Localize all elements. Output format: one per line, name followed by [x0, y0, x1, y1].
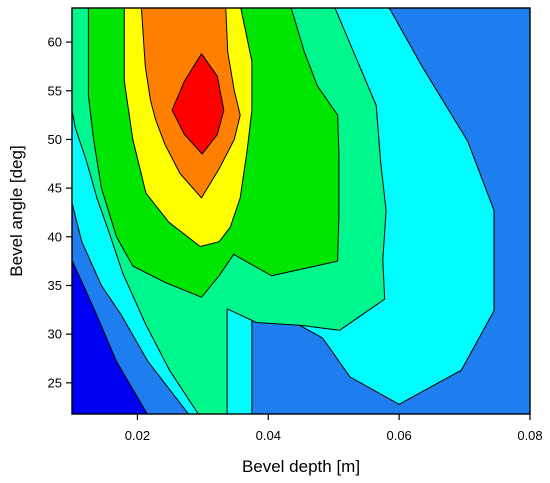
y-tick-label: 35: [48, 278, 62, 293]
y-tick-label: 30: [48, 327, 62, 342]
x-tick-label: 0.04: [256, 428, 281, 443]
y-tick-label: 45: [48, 181, 62, 196]
y-axis: 25 30 35 40 45 50 55 60: [48, 35, 72, 390]
y-tick-label: 50: [48, 132, 62, 147]
plot-frame: [71, 7, 531, 415]
contour-band-level-1: [72, 259, 148, 414]
x-tick-label: 0.06: [386, 428, 411, 443]
contour-band-level-7: [171, 53, 225, 155]
y-tick-label: 25: [48, 375, 62, 390]
y-tick-label: 60: [48, 35, 62, 50]
x-tick-label: 0.02: [125, 428, 150, 443]
x-axis: 0.02 0.04 0.06 0.08: [125, 414, 543, 443]
x-tick-label: 0.08: [517, 428, 542, 443]
y-tick-label: 55: [48, 83, 62, 98]
contour-bands: [72, 8, 530, 414]
x-axis-title: Bevel depth [m]: [242, 457, 360, 476]
y-tick-label: 40: [48, 229, 62, 244]
y-axis-title: Bevel angle [deg]: [7, 145, 26, 276]
